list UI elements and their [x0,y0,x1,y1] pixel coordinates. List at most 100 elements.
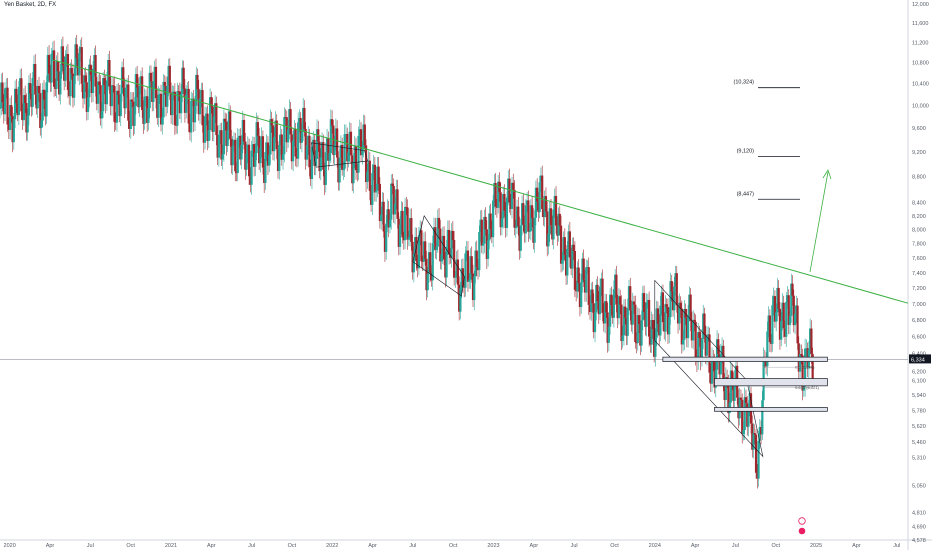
candle-body [475,250,478,268]
candle-body [167,65,170,87]
candle-body [528,231,531,232]
candle-body [314,158,317,166]
target-label: (10,324) [734,80,755,86]
candle-body [61,46,64,66]
candle-body [161,117,164,125]
candle-body [800,354,803,356]
candle-body [253,144,256,167]
candle-body [450,230,453,258]
candle-body [669,281,672,318]
falling-wedge [654,279,764,458]
candle-body [747,409,750,427]
candle-body [723,382,726,400]
candle-body [489,213,492,230]
candle-body [30,93,33,107]
candle-body [376,166,379,191]
candle-body [323,169,326,185]
candle-body [20,78,23,112]
candle-body [284,117,287,118]
candle-body [81,83,85,99]
candle-body [698,332,701,339]
candle-body [84,75,87,83]
candle-body [756,472,759,479]
price-badge-label: 6,334 [911,357,925,363]
candle-body [35,94,38,109]
candle-body [88,64,91,98]
candle-body [190,100,193,133]
candle-body [134,74,137,107]
candle-body [422,241,426,262]
candle-body [109,86,112,107]
candle-body [685,317,688,339]
candle-body [98,81,101,86]
candle-body [720,345,724,354]
candle-body [274,120,277,137]
y-tick-label: 9,200 [912,150,926,156]
candle-body [459,287,462,312]
candle-body [704,334,707,356]
candle-body [21,111,24,121]
candle-body [757,440,760,479]
candle-body [427,252,431,274]
candle-body [173,91,176,126]
candle-body [464,253,467,288]
candle-body [458,284,461,312]
candle-body [202,125,205,143]
candle-body [327,138,330,161]
candle-body [400,210,403,225]
candle-body [651,320,654,330]
candle-body [490,229,493,238]
candle-body [290,134,293,162]
candle-body [791,283,794,296]
candle-body [17,86,20,116]
x-tick-label: Jul [87,543,94,549]
candle-body [592,303,595,333]
candle-body [264,152,267,183]
candle-body [0,82,3,109]
candle-body [162,81,165,118]
candle-body [302,107,305,133]
candle-body [754,434,758,473]
y-tick-label: 7,600 [912,256,926,262]
candle-body [214,103,217,117]
candle-body [19,78,22,87]
candle-body [641,293,644,321]
candle-body [113,86,116,122]
candle-body [729,370,732,403]
support-zone [662,356,828,362]
candle-body [513,189,516,228]
candle-body [259,148,262,164]
candle-body [231,145,234,166]
candle-body [3,88,7,115]
y-tick-label: 11,600 [912,21,928,27]
candle-body [242,120,246,142]
chart-title: Yen Basket, 2D, FX [4,2,57,8]
candle-body [771,305,774,344]
candle-body [16,103,19,116]
candle-body [341,144,344,171]
candle-body [391,183,394,186]
candle-body [640,320,643,346]
candle-body [148,72,151,109]
candle-body [478,231,481,271]
flag-icon [798,527,806,535]
candle-body [129,99,132,129]
candle-body [196,74,199,90]
x-tick-label: 2021 [165,543,177,549]
candle-body [442,235,446,260]
candle-body [90,75,93,94]
candle-body [544,196,548,212]
candle-body [625,317,628,336]
candle-body [539,175,543,183]
candle-body [783,328,787,337]
candle-body [585,267,588,293]
candle-body [548,208,551,234]
candle-body [380,214,383,222]
candle-body [328,153,331,161]
candle-body [761,400,764,435]
candle-body [168,65,171,93]
candle-body [292,140,295,162]
candle-body [70,68,73,74]
candle-body [130,99,134,102]
